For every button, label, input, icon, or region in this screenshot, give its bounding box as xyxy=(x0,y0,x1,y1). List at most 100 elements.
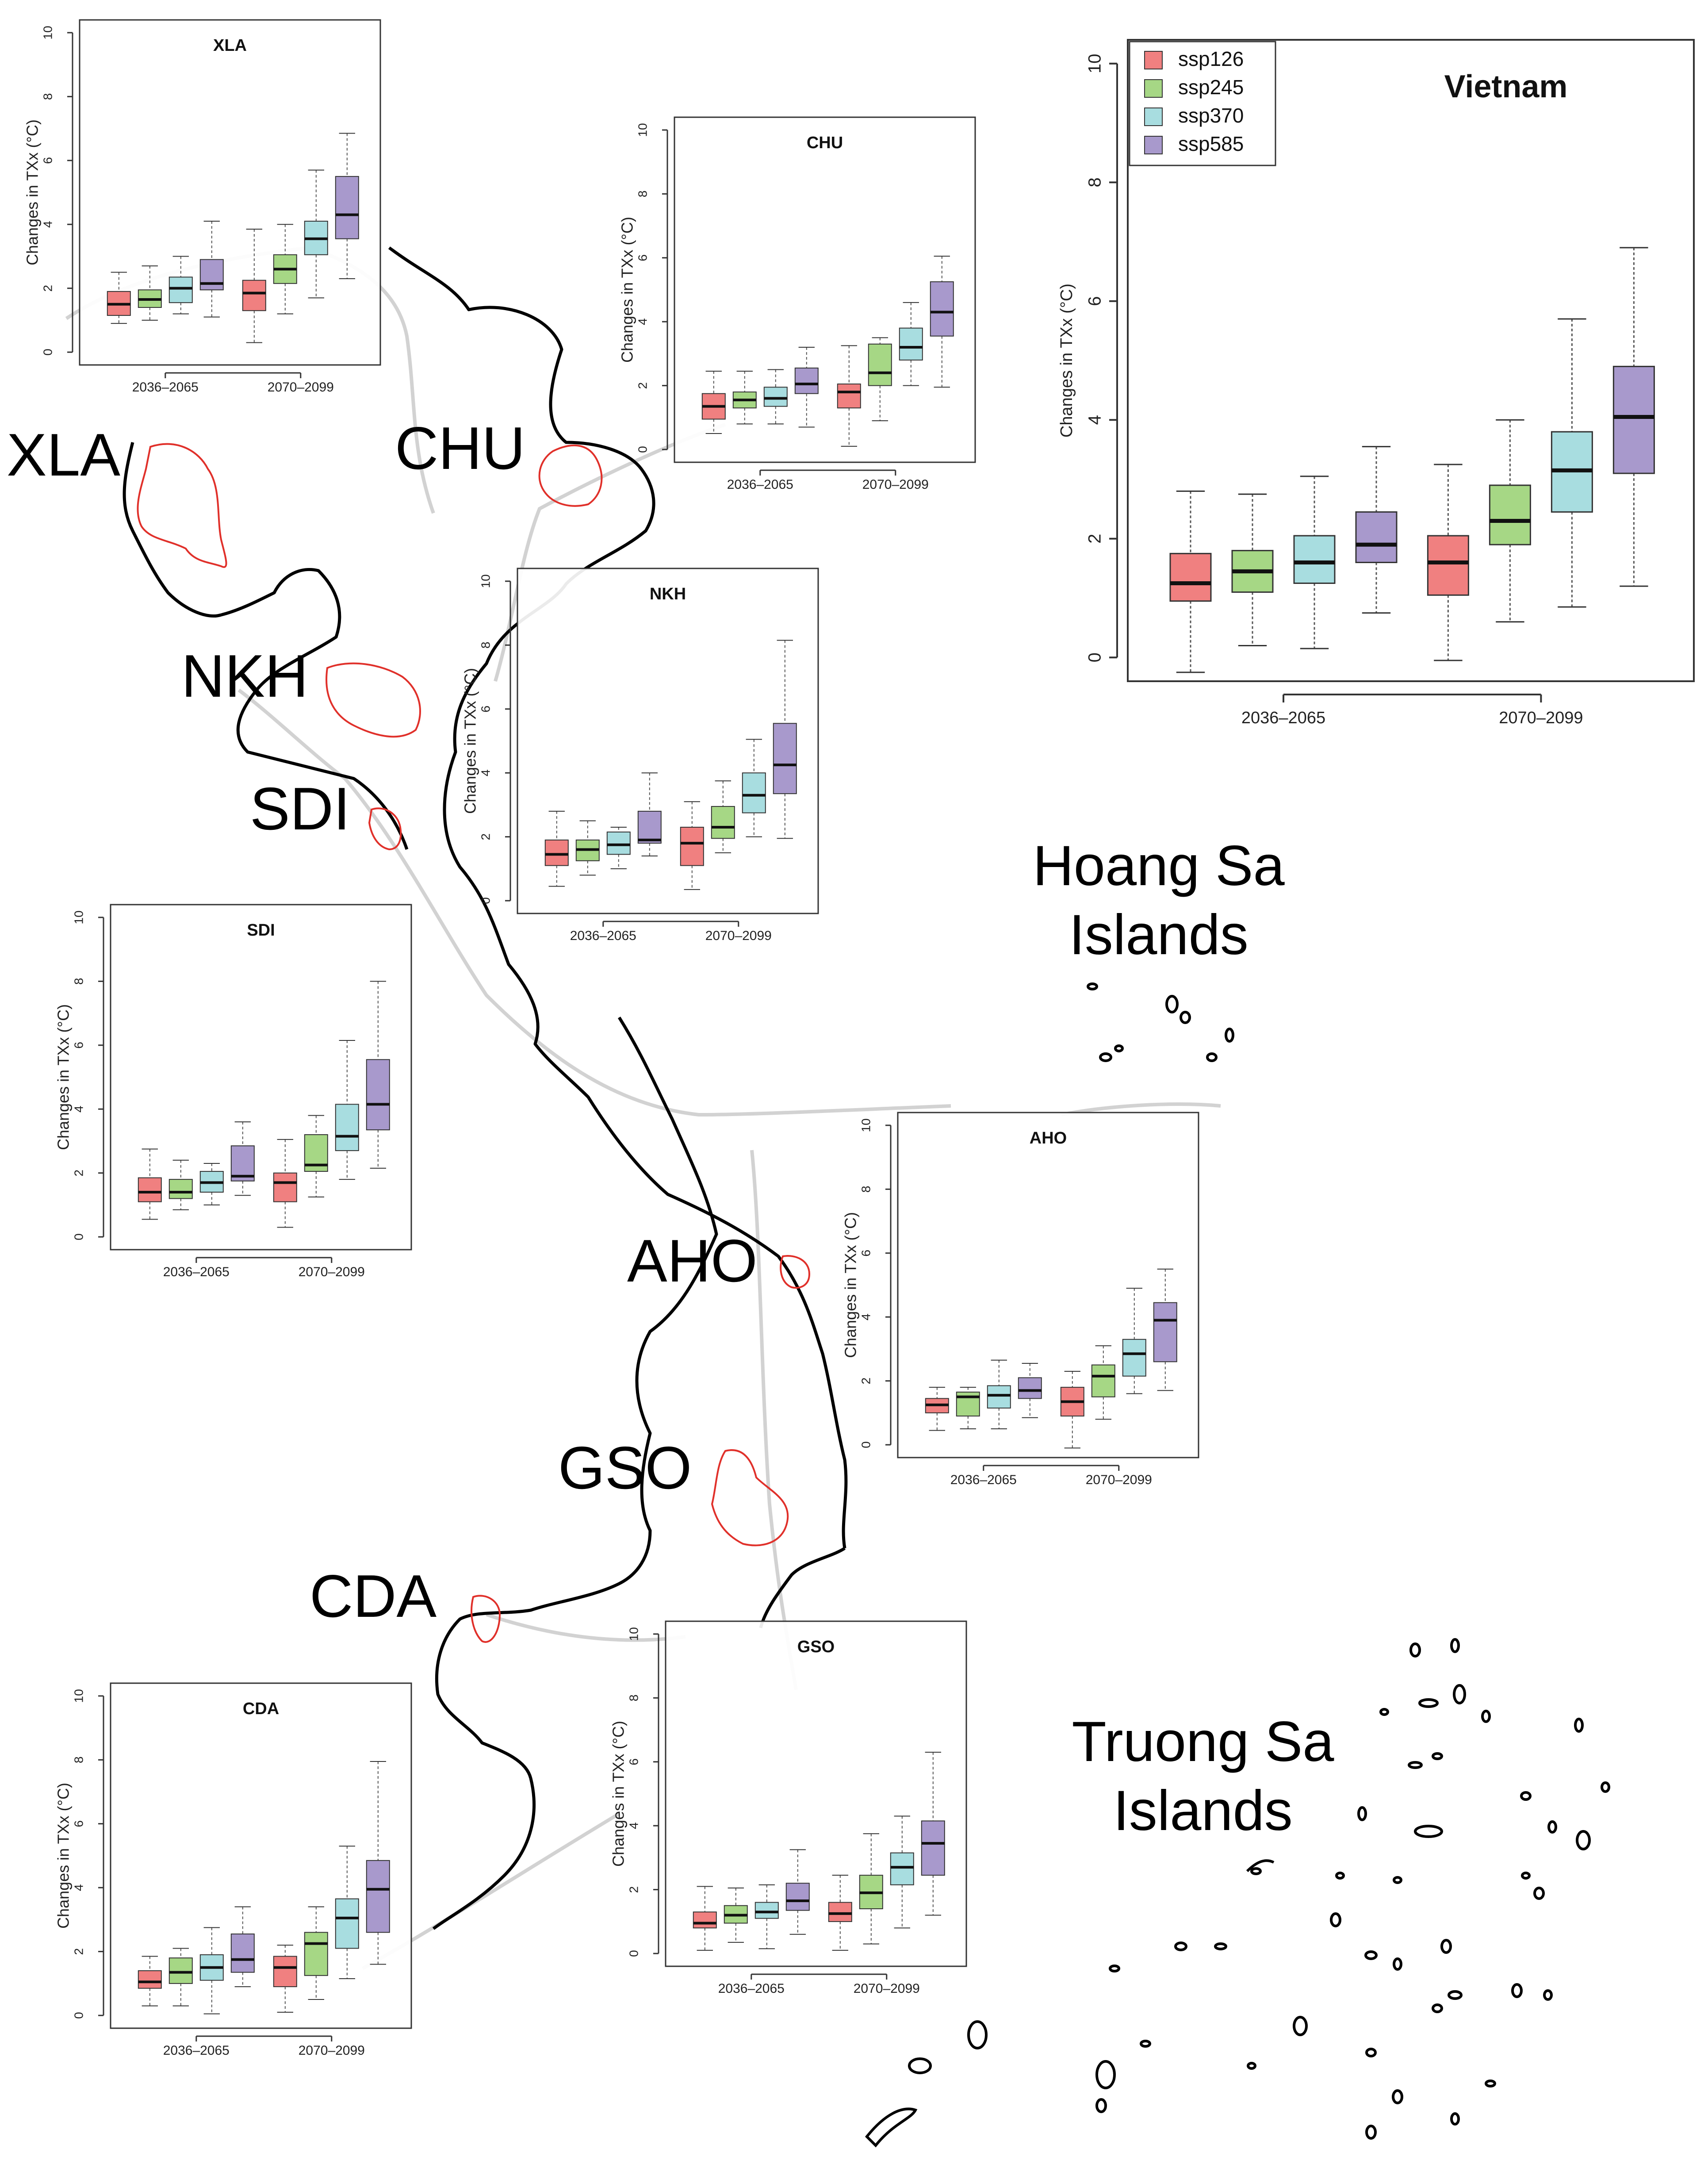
y-tick-label: 8 xyxy=(72,1757,85,1764)
box-iqr xyxy=(544,839,569,866)
y-tick-label: 2 xyxy=(72,1948,85,1955)
box-ssp370-late xyxy=(335,1846,359,1980)
chart-title: CDA xyxy=(243,1700,279,1718)
box-ssp126-early xyxy=(925,1387,949,1431)
x-tick-label: 2036–2065 xyxy=(132,380,199,395)
box-iqr xyxy=(711,806,735,839)
box-iqr xyxy=(637,810,662,844)
box-ssp370-early xyxy=(763,369,788,425)
box-ssp245-early xyxy=(732,371,757,425)
legend-label-ssp245: ssp245 xyxy=(1178,76,1244,99)
box-ssp245-late xyxy=(868,337,892,422)
y-tick-label: 10 xyxy=(479,574,492,588)
chart-gso: 0 2 4 6 8 10 Changes in TXx (°C) GSO 2036–2065 20… xyxy=(609,1620,967,1996)
box-ssp585-late xyxy=(1612,247,1655,587)
x-tick-label: 2070–2099 xyxy=(299,2043,365,2058)
box-ssp585-late xyxy=(921,1752,945,1916)
box-iqr xyxy=(366,1860,390,1933)
y-axis-label: Changes in TXx (°C) xyxy=(54,1004,73,1150)
box-ssp245-early xyxy=(138,265,162,321)
y-tick-label: 6 xyxy=(72,1820,85,1827)
xla-region-outline xyxy=(137,443,227,568)
region-label-xla: XLA xyxy=(7,421,121,488)
box-ssp585-early xyxy=(794,347,819,428)
box-iqr xyxy=(1293,535,1336,584)
box-iqr xyxy=(169,276,193,303)
box-ssp126-early xyxy=(138,1148,162,1220)
y-tick-label: 8 xyxy=(72,978,85,985)
y-axis-label: Changes in TXx (°C) xyxy=(842,1212,860,1358)
y-tick-label: 0 xyxy=(479,897,492,904)
truong-sa-label-line2: Islands xyxy=(1113,1779,1293,1843)
box-ssp370-early xyxy=(199,1163,224,1205)
box-iqr xyxy=(773,723,797,794)
y-tick-label: 10 xyxy=(1085,54,1105,73)
box-iqr xyxy=(242,280,266,311)
y-axis-label: Changes in TXx (°C) xyxy=(461,668,479,814)
box-iqr xyxy=(606,831,631,855)
box-iqr xyxy=(987,1385,1011,1409)
y-tick-label: 0 xyxy=(627,1950,640,1957)
chart-title: NKH xyxy=(650,585,686,603)
box-ssp126-late xyxy=(680,801,704,890)
box-ssp585-late xyxy=(335,133,359,279)
y-tick-label: 6 xyxy=(479,706,492,713)
box-ssp245-late xyxy=(859,1833,883,1945)
box-iqr xyxy=(890,1852,914,1885)
y-tick-label: 8 xyxy=(627,1695,640,1702)
box-iqr xyxy=(169,1179,193,1199)
y-tick-label: 10 xyxy=(72,910,85,924)
box-iqr xyxy=(366,1059,390,1131)
nkh-region-outline xyxy=(326,662,421,738)
box-iqr xyxy=(230,1933,255,1973)
box-iqr xyxy=(868,343,892,386)
y-tick-label: 6 xyxy=(41,157,54,164)
box-ssp370-early xyxy=(169,256,193,315)
box-iqr xyxy=(1489,484,1531,545)
chart-title: CHU xyxy=(807,134,843,152)
y-tick-label: 4 xyxy=(1085,415,1105,425)
y-tick-label: 8 xyxy=(859,1186,873,1193)
y-tick-label: 4 xyxy=(41,221,54,228)
legend-label-ssp585: ssp585 xyxy=(1178,132,1244,155)
y-tick-label: 10 xyxy=(41,26,54,39)
x-tick-label: 2070–2099 xyxy=(299,1265,365,1279)
y-axis-label: Changes in TXx (°C) xyxy=(618,217,636,363)
sdi-region-outline xyxy=(368,807,402,851)
y-tick-label: 0 xyxy=(636,446,649,453)
chart-xla: 0 2 4 6 8 10 Changes in TXx (°C) XLA 2036–2065 20… xyxy=(23,19,381,395)
y-tick-label: 6 xyxy=(1085,296,1105,306)
box-ssp585-late xyxy=(366,981,390,1169)
box-iqr xyxy=(169,1957,193,1984)
aho-region-outline xyxy=(780,1255,811,1289)
box-ssp585-early xyxy=(1018,1362,1042,1418)
box-iqr xyxy=(335,176,359,239)
chart-vietnam: 0 2 4 6 8 10 Changes in TXx (°C) Vietnam 2036–20… xyxy=(1057,39,1695,727)
box-iqr xyxy=(273,1172,297,1202)
y-tick-label: 8 xyxy=(636,191,649,198)
box-ssp126-early xyxy=(107,272,131,324)
y-tick-label: 0 xyxy=(72,2012,85,2019)
box-ssp126-early xyxy=(138,1956,162,2007)
chart-chu: 0 2 4 6 8 10 Changes in TXx (°C) CHU 2036–2065 20… xyxy=(618,116,976,492)
box-ssp245-early xyxy=(956,1387,980,1429)
chart-sdi: 0 2 4 6 8 10 Changes in TXx (°C) SDI 2036–2065 20… xyxy=(54,904,412,1279)
y-tick-label: 10 xyxy=(72,1689,85,1703)
region-outlines xyxy=(137,443,811,1643)
y-tick-label: 2 xyxy=(41,285,54,292)
x-tick-label: 2036–2065 xyxy=(950,1473,1017,1487)
box-iqr xyxy=(1169,553,1212,602)
y-tick-label: 2 xyxy=(479,833,492,840)
box-ssp126-late xyxy=(828,1875,852,1951)
y-tick-label: 4 xyxy=(859,1313,873,1320)
box-ssp370-early xyxy=(199,1927,224,2015)
y-axis-label: Changes in TXx (°C) xyxy=(54,1783,73,1929)
box-ssp585-early xyxy=(230,1906,255,1988)
y-tick-label: 6 xyxy=(72,1042,85,1049)
box-ssp245-early xyxy=(169,1159,193,1210)
y-tick-label: 4 xyxy=(479,769,492,776)
box-ssp585-early xyxy=(1355,446,1398,614)
legend-label-ssp126: ssp126 xyxy=(1178,47,1244,70)
box-iqr xyxy=(199,259,224,291)
y-tick-label: 0 xyxy=(41,349,54,356)
